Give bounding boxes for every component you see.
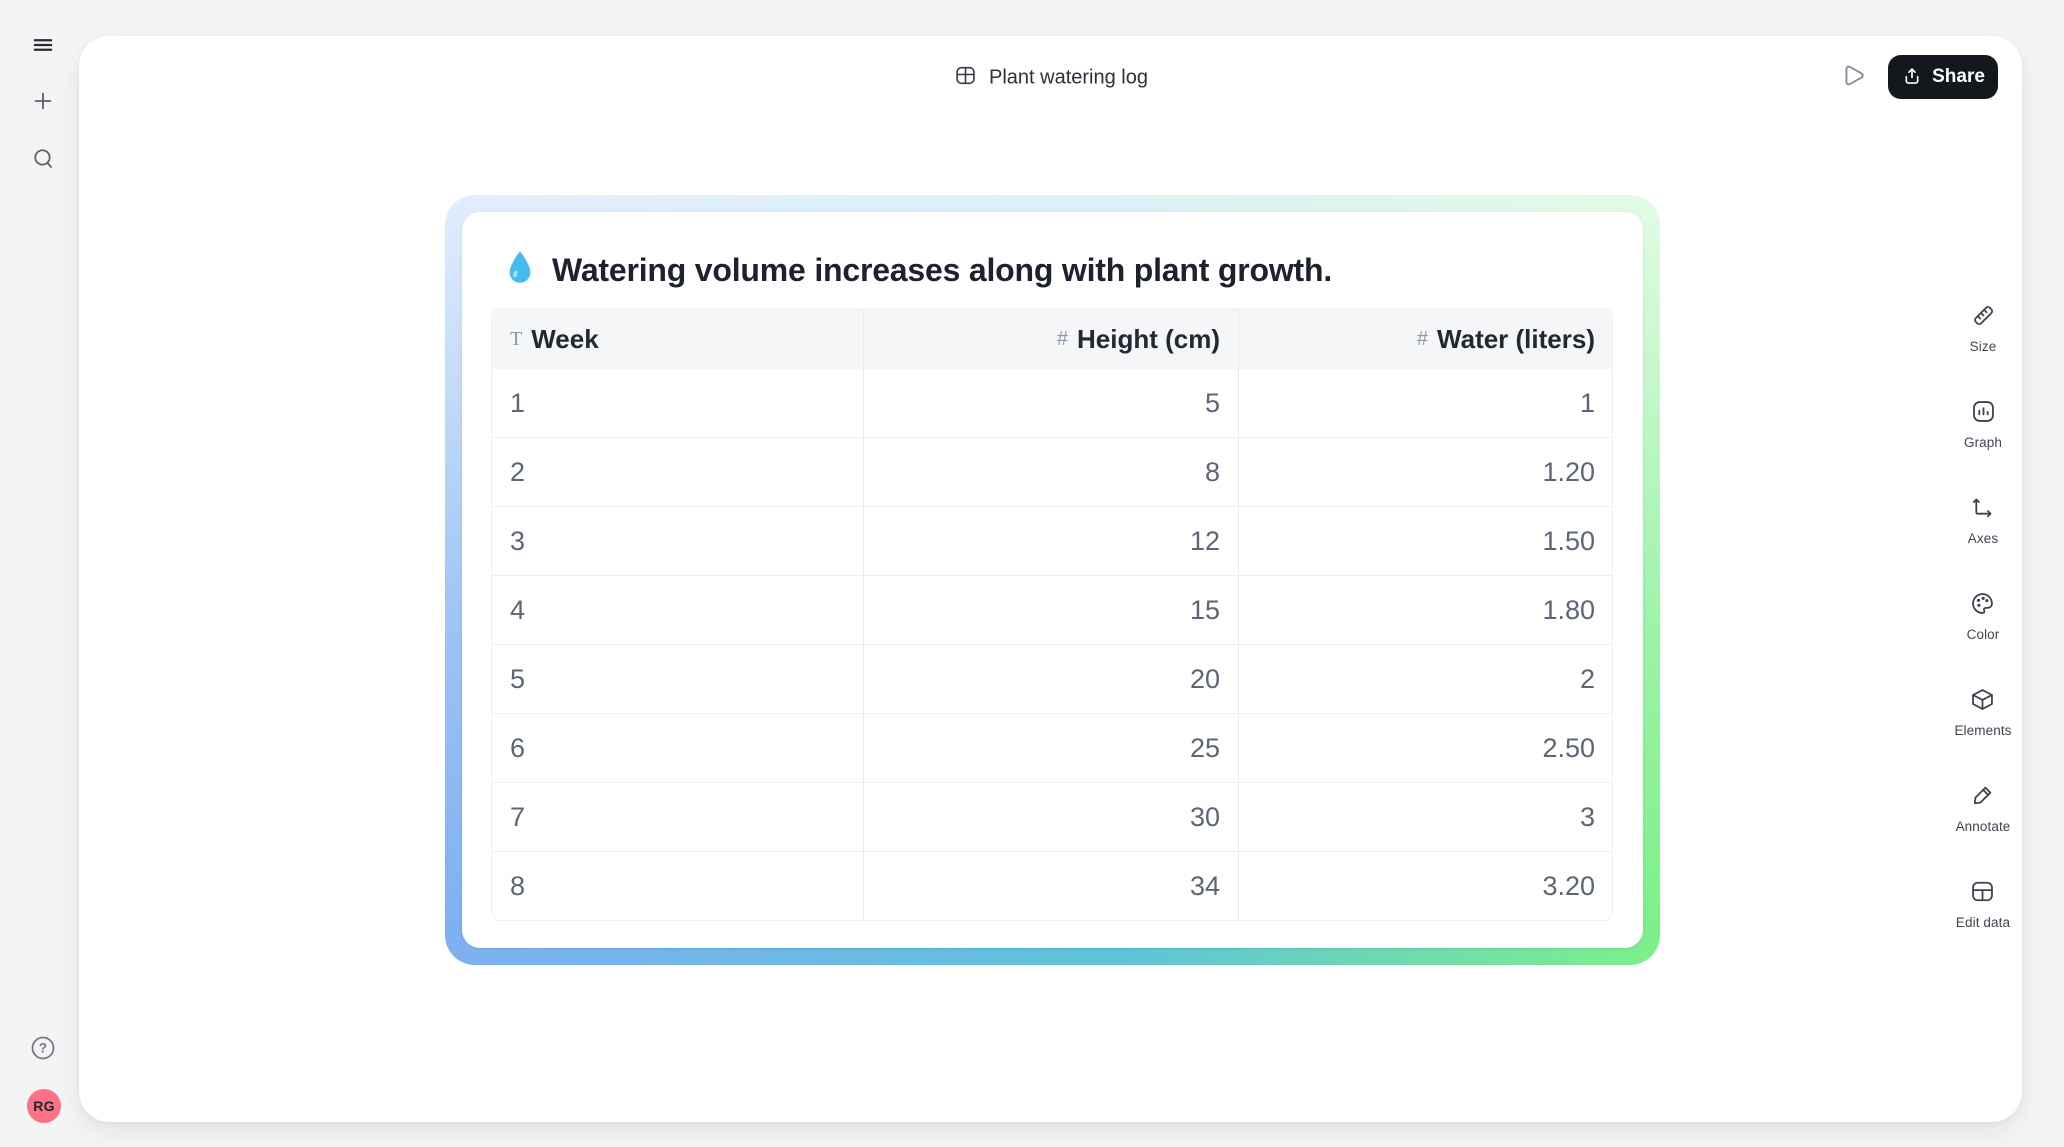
tool-edit-data[interactable]: Edit data <box>1956 878 2010 930</box>
search-button[interactable] <box>23 138 63 178</box>
cell-water[interactable]: 1 <box>1238 369 1612 437</box>
tool-color[interactable]: Color <box>1967 590 2000 642</box>
share-button-label: Share <box>1932 66 1985 87</box>
cell-week[interactable]: 4 <box>510 594 526 625</box>
tool-label: Axes <box>1967 531 1999 546</box>
cell-height[interactable]: 8 <box>863 438 1238 506</box>
hamburger-icon <box>30 32 56 58</box>
cell-water[interactable]: 1.80 <box>1238 576 1612 644</box>
cell-height[interactable]: 25 <box>863 714 1238 782</box>
box-icon <box>1969 686 1996 716</box>
text-type-icon: T <box>510 327 523 350</box>
svg-text:?: ? <box>39 1041 47 1056</box>
cell-week[interactable]: 1 <box>510 387 526 418</box>
card-title-row: Watering volume increases along with pla… <box>491 248 1613 292</box>
menu-button[interactable] <box>23 25 63 65</box>
column-header-water[interactable]: # Water (liters) <box>1238 309 1612 369</box>
cell-height[interactable]: 15 <box>863 576 1238 644</box>
column-header-label: Water (liters) <box>1437 323 1595 354</box>
table-icon <box>1969 878 1996 908</box>
document-title-text: Plant watering log <box>989 66 1148 89</box>
cell-water[interactable]: 1.20 <box>1238 438 1612 506</box>
right-toolbar: Size Graph Axes Color <box>1948 302 2018 930</box>
table-row: 5 20 2 <box>492 644 1612 713</box>
table-row: 4 15 1.80 <box>492 575 1612 644</box>
cell-water[interactable]: 1.50 <box>1238 507 1612 575</box>
tool-axes[interactable]: Axes <box>1968 494 1998 546</box>
main-canvas: Plant watering log Share Watering volume… <box>79 36 2022 1122</box>
column-header-label: Height (cm) <box>1077 323 1220 354</box>
cell-height[interactable]: 12 <box>863 507 1238 575</box>
help-icon: ? <box>29 1034 57 1062</box>
cell-week[interactable]: 7 <box>510 801 526 832</box>
search-icon <box>31 146 56 171</box>
cell-week[interactable]: 2 <box>510 456 526 487</box>
marker-icon <box>1969 782 1996 812</box>
table-header-row: T Week # Height (cm) # Water (liters) <box>492 309 1612 369</box>
cell-water[interactable]: 3.20 <box>1238 852 1612 920</box>
cell-water[interactable]: 2.50 <box>1238 714 1612 782</box>
left-sidebar: ? RG <box>0 0 79 1147</box>
column-header-label: Week <box>531 323 599 354</box>
number-type-icon: # <box>1056 327 1068 350</box>
upload-icon <box>1901 65 1923 90</box>
cell-height[interactable]: 34 <box>863 852 1238 920</box>
table-row: 7 30 3 <box>492 782 1612 851</box>
cell-week[interactable]: 5 <box>510 663 526 694</box>
table-row: 2 8 1.20 <box>492 437 1612 506</box>
table-row: 6 25 2.50 <box>492 713 1612 782</box>
data-card: Watering volume increases along with pla… <box>445 195 1660 965</box>
table-doc-icon <box>953 64 977 93</box>
tool-label: Size <box>1969 339 1997 354</box>
data-card-inner: Watering volume increases along with pla… <box>462 212 1643 948</box>
cell-water[interactable]: 3 <box>1238 783 1612 851</box>
document-title[interactable]: Plant watering log <box>953 64 1148 93</box>
column-header-week[interactable]: T Week <box>492 309 863 369</box>
tool-elements[interactable]: Elements <box>1954 686 2011 738</box>
column-header-height[interactable]: # Height (cm) <box>863 309 1238 369</box>
number-type-icon: # <box>1416 327 1429 350</box>
cell-week[interactable]: 6 <box>510 732 526 763</box>
table-row: 1 5 1 <box>492 369 1612 437</box>
preview-button[interactable] <box>1831 57 1871 97</box>
user-avatar[interactable]: RG <box>27 1089 61 1123</box>
play-icon <box>1837 61 1866 93</box>
tool-label: Edit data <box>1955 915 2011 930</box>
cell-week[interactable]: 8 <box>510 870 526 901</box>
tool-graph[interactable]: Graph <box>1964 398 2002 450</box>
table-row: 8 34 3.20 <box>492 851 1612 920</box>
help-button[interactable]: ? <box>23 1028 63 1068</box>
cell-height[interactable]: 30 <box>863 783 1238 851</box>
cell-week[interactable]: 3 <box>510 525 526 556</box>
palette-icon <box>1969 590 1996 620</box>
table-row: 3 12 1.50 <box>492 506 1612 575</box>
data-table: T Week # Height (cm) # Water (liters) <box>491 308 1613 921</box>
card-title[interactable]: Watering volume increases along with pla… <box>552 251 1333 288</box>
bar-chart-icon <box>1970 398 1997 428</box>
axes-icon <box>1969 494 1996 524</box>
tool-annotate[interactable]: Annotate <box>1956 782 2011 834</box>
tool-label: Annotate <box>1955 819 2011 834</box>
droplet-emoji <box>505 249 535 291</box>
cell-height[interactable]: 20 <box>863 645 1238 713</box>
tool-label: Color <box>1966 627 2000 642</box>
cell-height[interactable]: 5 <box>863 369 1238 437</box>
tool-label: Elements <box>1954 723 2012 738</box>
ruler-icon <box>1970 302 1997 332</box>
tool-size[interactable]: Size <box>1970 302 1997 354</box>
tool-label: Graph <box>1963 435 2003 450</box>
new-chart-button[interactable] <box>23 81 63 121</box>
plus-icon <box>30 88 56 114</box>
cell-water[interactable]: 2 <box>1238 645 1612 713</box>
share-button[interactable]: Share <box>1888 55 1998 99</box>
